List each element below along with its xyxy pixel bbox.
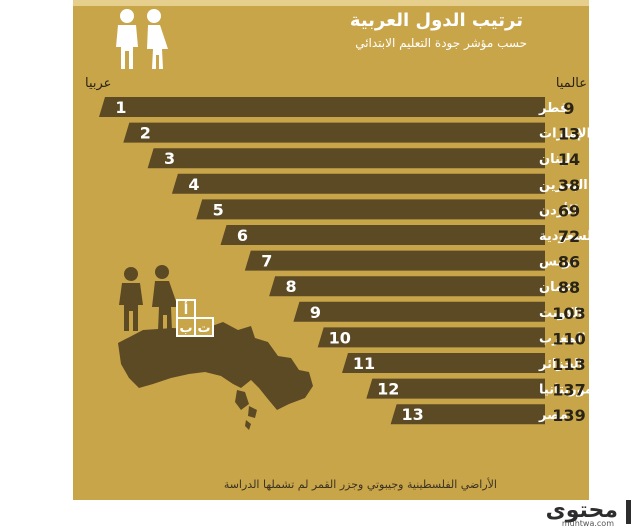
- arab-rank-label: 3: [164, 149, 175, 168]
- country-label: لبنان: [539, 152, 570, 167]
- letter-ta: ت: [197, 321, 210, 336]
- arab-rank-label: 12: [377, 380, 399, 399]
- letter-alef: أ: [184, 301, 188, 318]
- country-label: الكويت: [539, 306, 583, 321]
- world-rank-label: 137: [552, 381, 585, 400]
- arab-rank-label: 10: [329, 328, 351, 347]
- arab-rank-label: 5: [213, 200, 224, 219]
- arab-rank-label: 2: [140, 124, 151, 143]
- country-label: البحرين: [539, 178, 588, 193]
- rank-bar: [317, 327, 545, 348]
- brand-logo: محتوى muhtwa.com: [520, 498, 640, 529]
- brand-name: محتوى: [545, 498, 618, 523]
- alphabet-blocks-icon: أ ب ت: [176, 299, 214, 337]
- country-label: تونس: [539, 255, 575, 270]
- world-rank-label: 110: [552, 329, 585, 348]
- country-label: قطر: [538, 101, 568, 116]
- rank-bar: [196, 199, 545, 220]
- world-rank-label: 38: [558, 176, 580, 195]
- country-label: الإمارات: [539, 127, 589, 142]
- arab-rank-label: 11: [353, 354, 375, 373]
- world-rank-label: 88: [558, 278, 580, 297]
- world-rank-label: 9: [563, 99, 574, 118]
- arab-rank-label: 7: [261, 252, 272, 271]
- rank-bar: [220, 225, 545, 245]
- children-silhouette-icon: [119, 265, 178, 331]
- country-label: الجزائر: [538, 357, 583, 372]
- world-rank-label: 72: [558, 227, 580, 246]
- rank-bar: [171, 173, 545, 194]
- arab-world-map-icon: [118, 322, 313, 430]
- arab-rank-label: 8: [286, 277, 297, 296]
- rank-bar: [390, 404, 545, 425]
- top-strip: [73, 0, 589, 6]
- brand-mark-icon: [626, 500, 631, 524]
- rank-bar: [293, 301, 545, 322]
- world-rank-label: 139: [552, 406, 585, 425]
- arab-rank-label: 6: [237, 226, 248, 245]
- country-label: السعودية: [539, 229, 589, 244]
- world-rank-label: 103: [552, 304, 585, 323]
- footnote: الأراضي الفلسطينية وجيبوتي وجزر القمر لم…: [223, 478, 497, 491]
- world-rank-label: 113: [552, 355, 585, 374]
- letter-ba: ب: [179, 321, 192, 336]
- brand-url: muhtwa.com: [561, 519, 614, 528]
- world-rank-label: 13: [558, 125, 580, 144]
- arab-rank-label: 4: [188, 175, 199, 194]
- rank-bar: [269, 276, 545, 297]
- chart-title: ترتيب الدول العربية: [349, 10, 523, 31]
- rank-bar: [244, 250, 546, 271]
- rank-bar: [123, 122, 546, 143]
- rank-bar: [366, 378, 545, 399]
- country-label: موريتانيا: [539, 383, 589, 398]
- arab-rank-label: 9: [310, 303, 321, 322]
- rank-bar: [99, 97, 545, 117]
- infographic-poster: أ ب ت 1 قطر 9 2 الإمارات 13 3 لبنان 14 4 البحرين 38…: [73, 0, 589, 500]
- country-label: المغرب: [539, 331, 586, 346]
- world-rank-label: 86: [558, 253, 580, 272]
- boy-girl-figures-icon: [116, 9, 168, 69]
- world-rank-label: 69: [558, 201, 580, 220]
- arab-rank-label: 13: [401, 405, 423, 424]
- country-label: عمان: [539, 280, 573, 295]
- world-rank-header: عالميا: [555, 76, 587, 91]
- rank-bar: [147, 148, 545, 169]
- rank-bar: [342, 353, 545, 373]
- world-rank-label: 14: [558, 150, 580, 169]
- arab-rank-label: 1: [115, 98, 126, 117]
- chart-subtitle: حسب مؤشر جودة التعليم الابتدائي: [355, 36, 527, 50]
- country-label: مصر: [538, 408, 568, 423]
- arab-rank-header: عربيا: [85, 76, 112, 91]
- country-label: الأردن: [539, 201, 578, 218]
